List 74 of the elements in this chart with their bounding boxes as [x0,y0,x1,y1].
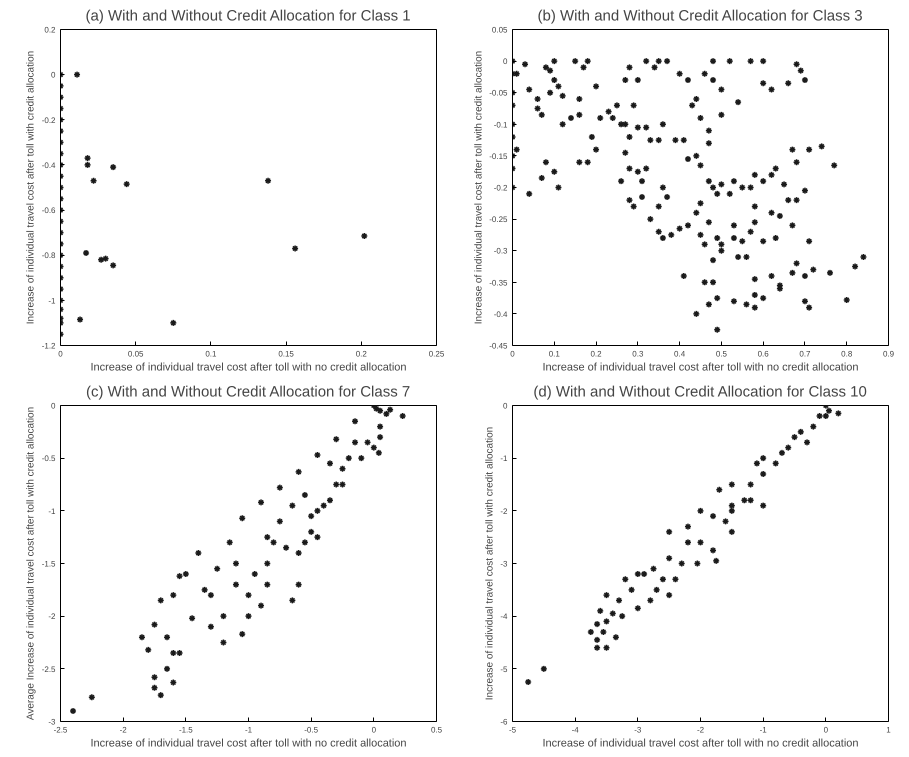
x-tick-label: 0.1 [548,350,560,358]
y-tick-label: -0.4 [42,160,56,170]
x-axis-title: Increase of individual travel cost after toll with no credit allocation [542,362,859,374]
y-tick-label: -0.8 [42,251,56,260]
y-tick-label: -1 [48,506,56,516]
x-tick-label: 0.7 [799,350,812,358]
x-tick-label: 0.5 [716,350,728,358]
y-tick-label: -6 [500,718,508,726]
x-tick-label: -2 [696,726,705,734]
x-tick-label: 0.4 [674,350,686,358]
x-tick-label: 0.05 [128,350,144,358]
x-tick-label: -1 [244,726,253,734]
chart-title: (c) With and Without Credit Allocation for Class 7 [86,384,410,400]
y-tick-label: -0.4 [494,310,508,319]
x-tick-label: -4 [572,726,580,734]
y-tick-label: -1 [500,454,508,464]
x-tick-label: 0.8 [841,350,853,358]
x-tick-label: 0.1 [205,350,218,358]
y-tick-label: 0 [51,402,56,410]
x-axis-title: Increase of individual travel cost after toll with no credit allocation [542,738,859,750]
y-tick-label: -0.6 [42,206,56,216]
chart-title: (b) With and Without Credit Allocation for Class 3 [538,8,863,24]
y-tick-label: -0.05 [489,88,508,98]
y-tick-label: -1 [48,296,56,306]
chart-title: (d) With and Without Credit Allocation for Class 10 [533,384,867,400]
y-tick-label: 0 [503,402,508,410]
x-tick-label: 0 [372,726,377,734]
y-tick-label: -0.1 [494,120,508,130]
y-tick-label: -5 [500,664,508,674]
y-tick-label: -1.5 [42,560,56,568]
x-tick-label: 0 [58,350,64,358]
y-tick-label: -0.2 [42,116,56,125]
x-tick-label: 1 [886,726,892,734]
x-tick-label: 0.25 [428,350,445,358]
x-tick-label: 0.2 [356,350,368,358]
y-tick-label: -0.2 [494,184,508,192]
x-tick-label: -5 [508,726,517,734]
y-tick-label: 0 [51,70,56,80]
x-tick-label: -2 [120,726,128,734]
y-axis-title: Increase of individual travel cost after toll with credit allocation [26,50,37,324]
y-tick-label: 0.05 [492,26,508,34]
y-tick-label: 0 [503,57,508,66]
x-axis-title: Increase of individual travel cost after toll with no credit allocation [90,738,407,750]
y-tick-label: -3 [500,560,508,568]
y-tick-label: -4 [500,612,508,622]
x-tick-label: 0 [824,726,829,734]
y-tick-label: -0.35 [489,278,508,288]
y-tick-label: -2.5 [42,664,56,674]
y-tick-label: -3 [48,718,56,726]
x-tick-label: 0 [510,350,516,358]
y-tick-label: -0.3 [494,246,508,256]
x-tick-label: 0.5 [430,726,443,734]
x-axis-title: Increase of individual travel cost after toll with no credit allocation [90,362,407,374]
y-tick-label: -0.25 [489,215,508,224]
x-tick-label: -0.5 [304,726,319,734]
chart-title: (a) With and Without Credit Allocation for Class 1 [86,8,411,24]
x-tick-label: 0.15 [278,350,294,358]
x-tick-label: 0.3 [632,350,644,358]
x-tick-label: -3 [634,726,642,734]
y-axis-title: Average Increase of individual travel cost after toll with credit allocation [26,406,37,720]
y-tick-label: -2 [48,612,56,622]
y-tick-label: -2 [500,506,508,516]
y-axis-title: Increase of individual travel cost after toll with credit allocation [484,426,496,700]
x-tick-label: 0.6 [758,350,770,358]
x-tick-label: -1.5 [178,726,194,734]
y-axis-title: Increase of individual travel cost after toll with credit allocation [473,50,484,324]
x-tick-label: -1 [760,726,768,734]
y-tick-label: -0.15 [489,152,508,161]
y-tick-label: -0.45 [489,342,508,350]
y-tick-label: 0.2 [44,26,56,34]
y-tick-label: -0.5 [42,454,56,464]
x-tick-label: 0.2 [590,350,602,358]
y-tick-label: -1.2 [42,342,56,350]
x-tick-label: 0.9 [882,350,895,358]
